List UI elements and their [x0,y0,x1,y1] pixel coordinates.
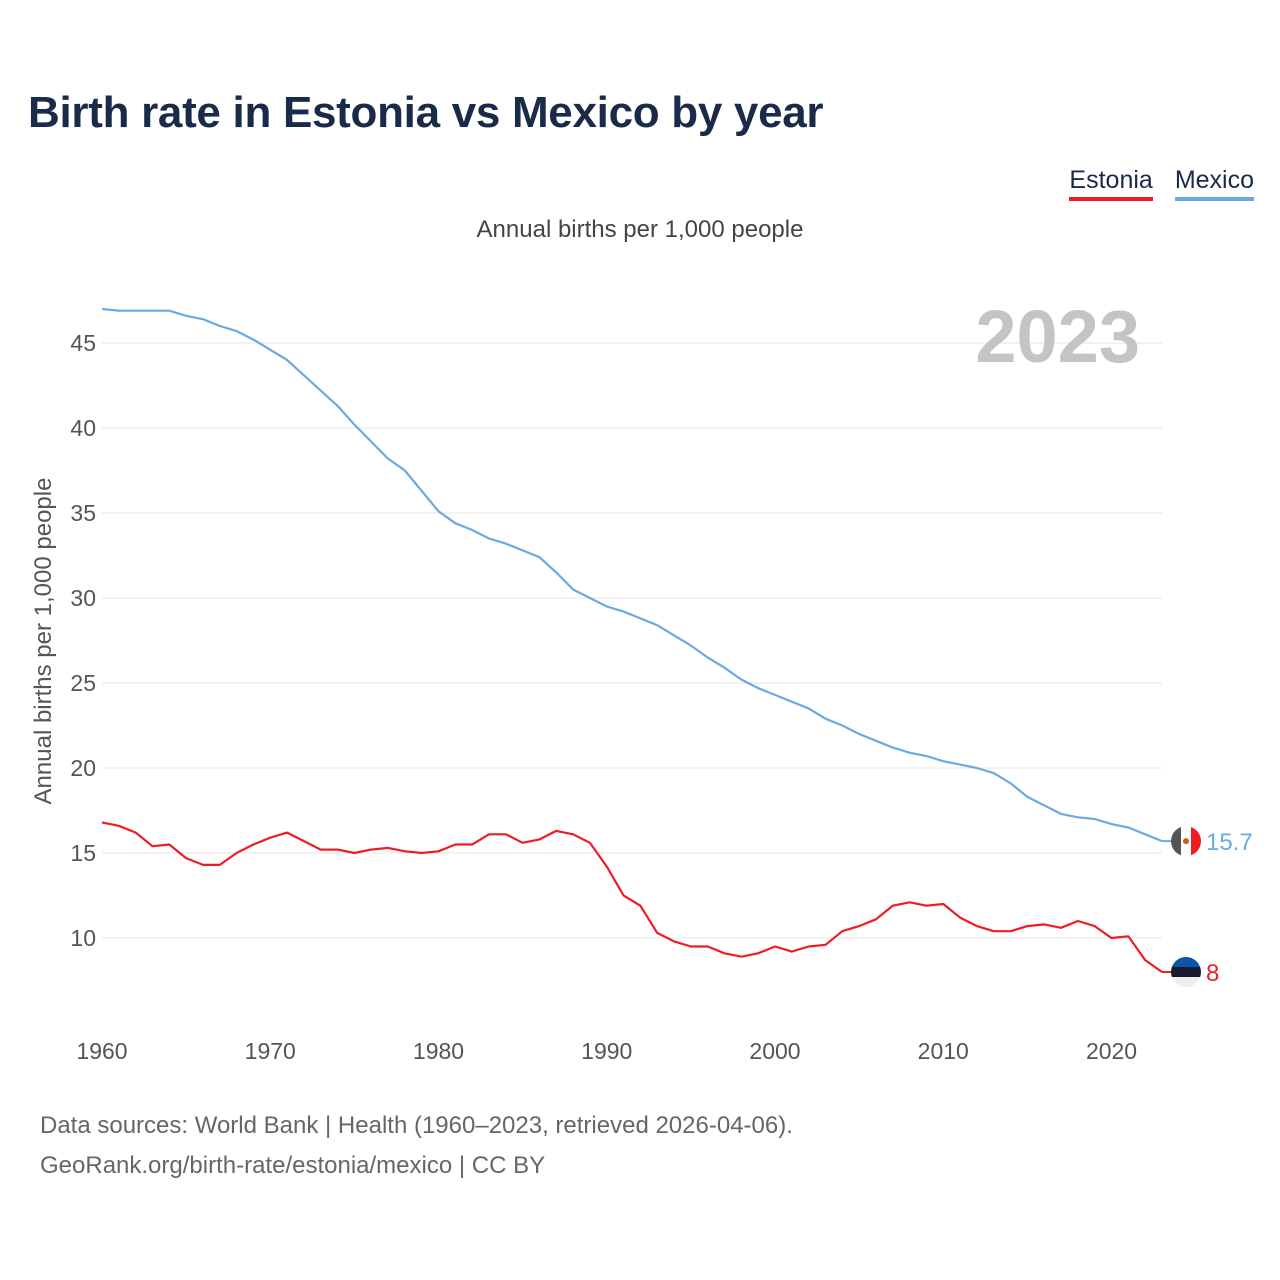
series-line-mexico [101,307,1163,843]
end-label-mexico: 15.7 [1206,829,1253,856]
source-line-data: Data sources: World Bank | Health (1960–… [40,1112,793,1139]
legend: Estonia Mexico [1069,166,1254,201]
x-tick-label-1960: 1960 [76,1038,127,1064]
source-line-credit: GeoRank.org/birth-rate/estonia/mexico | … [40,1152,546,1179]
y-tick-label-15: 15 [70,840,96,866]
y-tick-label-35: 35 [70,500,96,526]
y-tick-label-30: 30 [70,585,96,611]
y-axis-label: Annual births per 1,000 people [30,478,57,805]
y-tick-label-45: 45 [70,330,96,356]
x-tick-label-1990: 1990 [581,1038,632,1064]
x-tick-label-1970: 1970 [245,1038,296,1064]
y-tick-label-25: 25 [70,670,96,696]
year-watermark: 2023 [975,295,1140,378]
x-tick-label-2000: 2000 [749,1038,800,1064]
y-tick-label-20: 20 [70,755,96,781]
legend-item-mexico[interactable]: Mexico [1174,166,1254,201]
mexico-flag-icon [1171,826,1201,857]
chart-subtitle: Annual births per 1,000 people [476,216,804,243]
series-line-estonia [101,821,1163,973]
end-label-estonia: 8 [1206,960,1219,987]
line-chart: 10 15 20 25 30 35 40 45 1960 1970 1980 1990 2000 2010… [30,295,1253,1064]
chart-title: Birth rate in Estonia vs Mexico by year [28,88,824,137]
legend-item-estonia[interactable]: Estonia [1069,166,1153,201]
x-tick-label-2020: 2020 [1086,1038,1137,1064]
x-tick-label-2010: 2010 [918,1038,969,1064]
y-tick-label-40: 40 [70,415,96,441]
source-text: Data sources: World Bank | Health (1960–… [40,1106,793,1186]
estonia-flag-icon [1171,957,1201,987]
y-tick-label-10: 10 [70,925,96,951]
x-tick-label-1980: 1980 [413,1038,464,1064]
